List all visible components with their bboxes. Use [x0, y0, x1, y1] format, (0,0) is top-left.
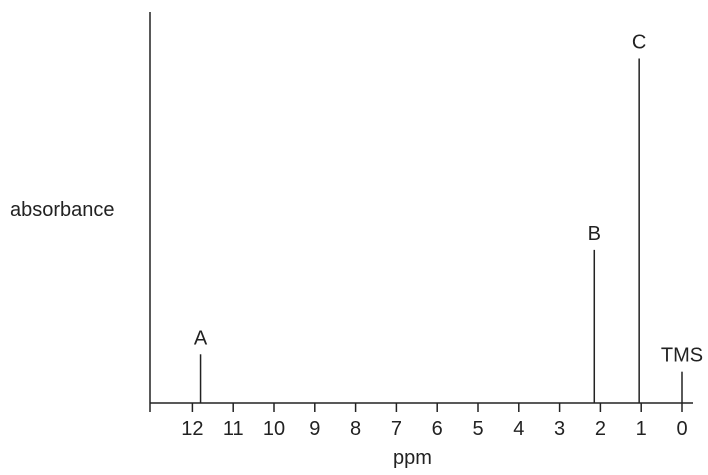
- x-tick-label: 3: [554, 418, 565, 440]
- x-tick-label: 0: [676, 418, 687, 440]
- x-ticks: 12 11 10 9 8 7 6 5 4 3 2 1 0: [149, 403, 688, 440]
- x-tick-label: 5: [472, 418, 483, 440]
- x-tick-label: 7: [391, 418, 402, 440]
- x-tick-label: 2: [595, 418, 606, 440]
- peaks: A B C TMS: [194, 31, 703, 403]
- peak-label-b: B: [588, 223, 601, 245]
- x-tick-label: 11: [223, 418, 244, 440]
- x-tick-label: 10: [263, 418, 285, 440]
- y-axis-label: absorbance: [10, 199, 115, 221]
- x-tick-label: 12: [181, 418, 203, 440]
- peak-label-tms: TMS: [661, 345, 703, 367]
- x-axis-label: ppm: [393, 447, 432, 469]
- peak-label-c: C: [632, 31, 646, 53]
- x-tick-label: 8: [350, 418, 361, 440]
- peak-label-a: A: [194, 327, 208, 349]
- x-tick-label: 1: [636, 418, 647, 440]
- x-tick-label: 6: [432, 418, 443, 440]
- x-tick-label: 9: [309, 418, 320, 440]
- x-tick-label: 4: [513, 418, 524, 440]
